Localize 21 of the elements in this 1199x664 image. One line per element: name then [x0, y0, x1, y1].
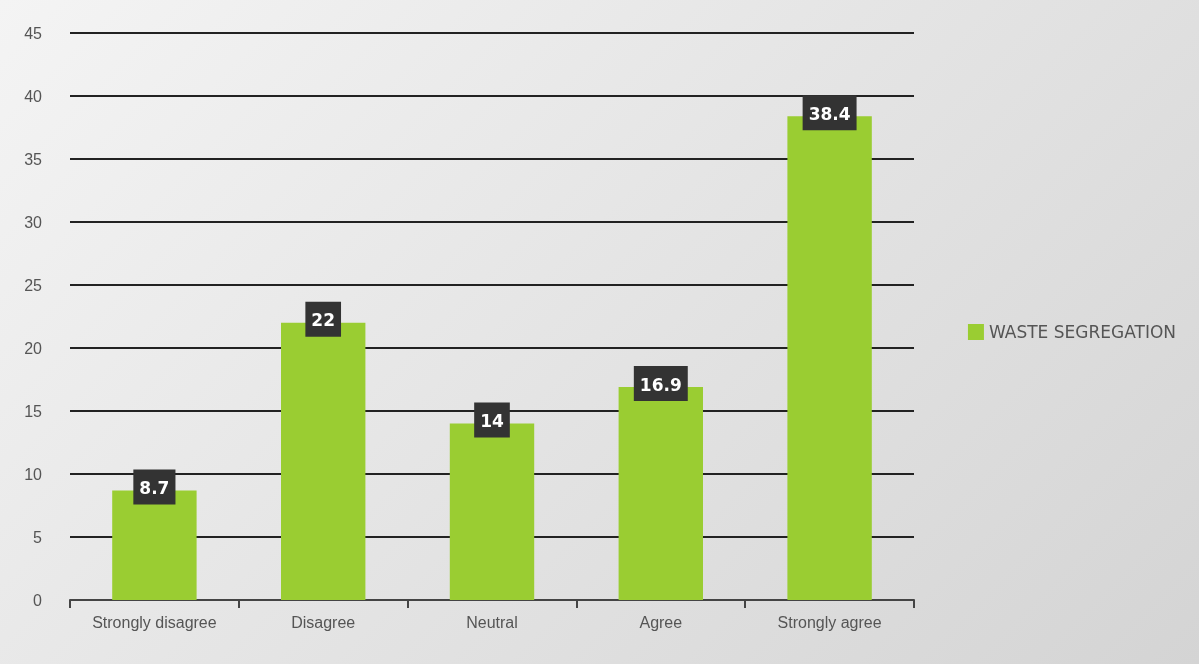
y-tick-label: 10 — [24, 465, 43, 483]
y-tick-label: 15 — [24, 402, 43, 420]
data-label: 22 — [311, 310, 336, 331]
legend-label: WASTE SEGREGATION — [988, 322, 1177, 342]
data-label: 8.7 — [139, 477, 170, 498]
y-tick-label: 45 — [24, 24, 43, 42]
data-label: 38.4 — [808, 103, 851, 124]
x-tick-label: Neutral — [466, 613, 518, 631]
x-tick-label: Agree — [639, 613, 683, 631]
data-label: 16.9 — [639, 374, 682, 395]
data-label: 14 — [480, 411, 504, 432]
x-tick-label: Disagree — [291, 613, 356, 631]
y-tick-label: 30 — [24, 213, 43, 231]
y-tick-label: 20 — [24, 339, 43, 357]
x-tick-label: Strongly agree — [777, 613, 882, 631]
y-tick-label: 35 — [24, 150, 43, 168]
y-tick-label: 40 — [24, 87, 43, 105]
y-tick-label: 25 — [24, 276, 43, 294]
y-tick-label: 5 — [33, 528, 43, 546]
y-tick-label: 0 — [33, 591, 43, 609]
x-tick-label: Strongly disagree — [92, 613, 217, 631]
